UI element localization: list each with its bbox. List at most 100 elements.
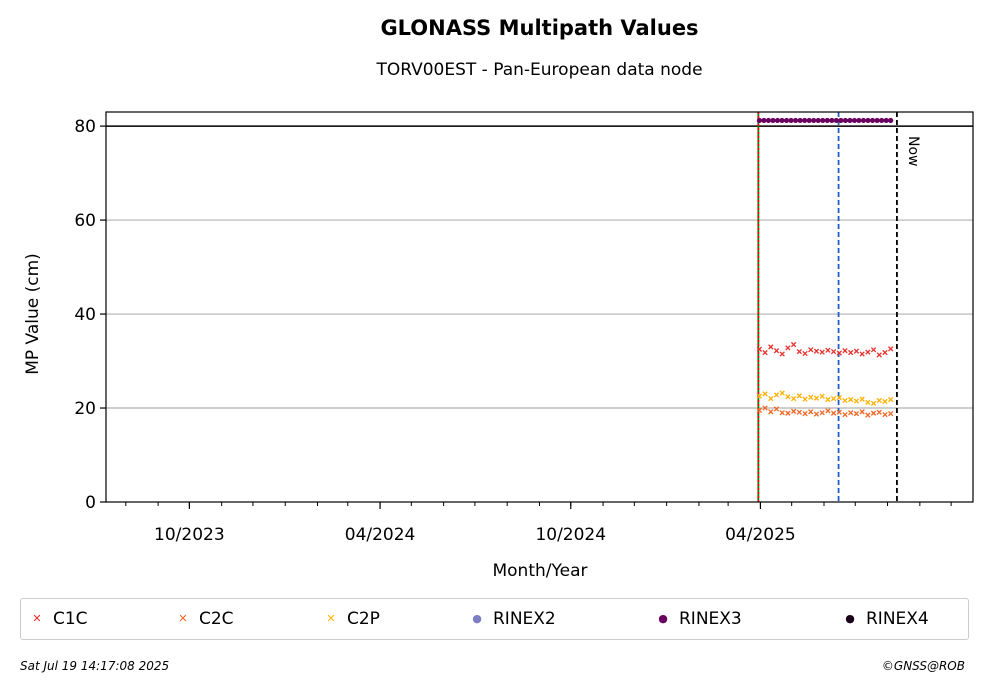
data-point-rinex3 <box>879 117 885 124</box>
y-tick-label: 60 <box>74 211 96 231</box>
data-point-rinex3 <box>847 117 853 124</box>
y-tick-label: 20 <box>74 399 96 419</box>
data-point-rinex3 <box>869 117 876 124</box>
data-point-c2p <box>830 395 837 402</box>
data-point-c2p <box>876 397 882 404</box>
data-point-rinex3 <box>860 117 867 124</box>
data-point-c2p <box>762 391 768 397</box>
data-point-c2p <box>882 398 888 405</box>
data-point-c2c <box>870 410 877 416</box>
data-point-rinex3 <box>806 117 812 124</box>
data-point-c2p <box>836 395 842 401</box>
data-point-rinex3 <box>756 117 762 124</box>
data-point-rinex3 <box>865 117 871 124</box>
legend-marker-icon: ● <box>472 612 482 625</box>
data-point-c2c <box>882 411 888 418</box>
data-point-c1c <box>785 345 791 351</box>
data-point-rinex3 <box>851 117 858 124</box>
data-point-rinex3 <box>838 117 844 124</box>
data-point-c1c <box>790 341 797 348</box>
data-point-rinex3 <box>774 117 781 124</box>
data-point-c2p <box>842 397 848 404</box>
legend-marker-icon: ● <box>845 612 855 625</box>
chart-title: GLONASS Multipath Values <box>380 16 699 40</box>
data-point-c2p <box>859 396 865 402</box>
x-tick-label: 10/2023 <box>154 525 225 545</box>
data-point-c2c <box>836 409 842 415</box>
y-tick-label: 0 <box>85 493 96 513</box>
data-point-rinex3 <box>779 117 785 124</box>
data-point-c2p <box>808 394 814 400</box>
data-point-rinex3 <box>842 117 849 124</box>
data-point-rinex3 <box>824 117 830 124</box>
data-point-c1c <box>830 348 837 355</box>
data-point-c2c <box>865 412 871 418</box>
x-axis-label: Month/Year <box>492 561 587 581</box>
data-point-c1c <box>779 351 785 357</box>
legend-marker-icon: ✕ <box>326 612 336 625</box>
chart-subtitle: TORV00EST - Pan-European data node <box>376 60 703 80</box>
data-point-c1c <box>762 349 768 356</box>
data-point-rinex3 <box>888 117 894 124</box>
data-point-c2c <box>830 410 837 416</box>
data-point-c2c <box>785 410 791 416</box>
data-point-rinex3 <box>829 117 835 124</box>
data-point-c1c <box>842 348 848 354</box>
x-tick-label: 10/2024 <box>535 525 606 545</box>
x-tick-label: 04/2024 <box>345 525 416 545</box>
data-point-c1c <box>882 349 888 356</box>
legend-item-rinex3: ● RINEX3 <box>657 607 742 631</box>
data-point-c1c <box>813 348 820 354</box>
data-point-c2p <box>790 395 797 402</box>
data-layer <box>756 117 894 418</box>
data-point-c2p <box>768 395 774 402</box>
data-point-c2p <box>870 400 877 406</box>
data-point-c2p <box>819 393 825 399</box>
data-point-c2c <box>773 406 780 412</box>
data-point-c2c <box>876 409 882 415</box>
legend-label: RINEX2 <box>493 609 556 629</box>
data-point-rinex3 <box>770 117 776 124</box>
legend-item-c2c: ✕ C2C <box>177 607 234 631</box>
data-point-c2c <box>756 407 763 414</box>
data-point-c2p <box>888 396 894 403</box>
data-point-c2p <box>865 399 871 406</box>
legend-marker-icon: ● <box>658 612 668 625</box>
data-point-c2c <box>802 411 808 417</box>
legend-label: C2P <box>347 609 380 629</box>
legend-label: RINEX4 <box>866 609 929 629</box>
data-point-c1c <box>876 352 882 358</box>
plot-frame <box>105 111 974 503</box>
data-point-c1c <box>853 348 860 354</box>
data-point-c2c <box>853 411 860 417</box>
legend-label: C1C <box>53 609 88 629</box>
data-point-c1c <box>802 350 808 357</box>
legend-label: C2C <box>199 609 234 629</box>
data-point-c2p <box>825 396 831 403</box>
data-point-c2c <box>768 409 774 415</box>
data-point-c2c <box>888 411 894 417</box>
y-tick-label: 80 <box>74 117 96 137</box>
multipath-chart: Now 0 20 40 60 80 10/2023 04/2024 10/2024 04/202… <box>23 111 974 581</box>
data-point-c2c <box>848 410 854 416</box>
data-point-c2c <box>859 409 865 415</box>
data-point-c1c <box>756 346 763 352</box>
data-point-c1c <box>796 348 802 355</box>
y-tick-label: 40 <box>74 305 96 325</box>
data-point-c2p <box>796 393 802 399</box>
data-point-c2p <box>848 396 854 403</box>
data-point-c2p <box>853 398 860 404</box>
data-point-c1c <box>888 346 894 352</box>
footer-timestamp: Sat Jul 19 14:17:08 2025 <box>20 659 170 673</box>
data-point-c1c <box>773 348 780 354</box>
legend-marker-icon: ✕ <box>32 612 42 625</box>
data-point-rinex3 <box>874 117 880 124</box>
data-point-c2c <box>796 409 802 415</box>
data-point-rinex3 <box>883 117 889 124</box>
data-point-c2c <box>825 408 831 414</box>
data-point-c1c <box>870 347 877 353</box>
data-point-rinex3 <box>802 117 808 124</box>
data-point-c1c <box>819 349 825 355</box>
data-point-c2c <box>842 411 848 418</box>
legend-label: RINEX3 <box>679 609 742 629</box>
